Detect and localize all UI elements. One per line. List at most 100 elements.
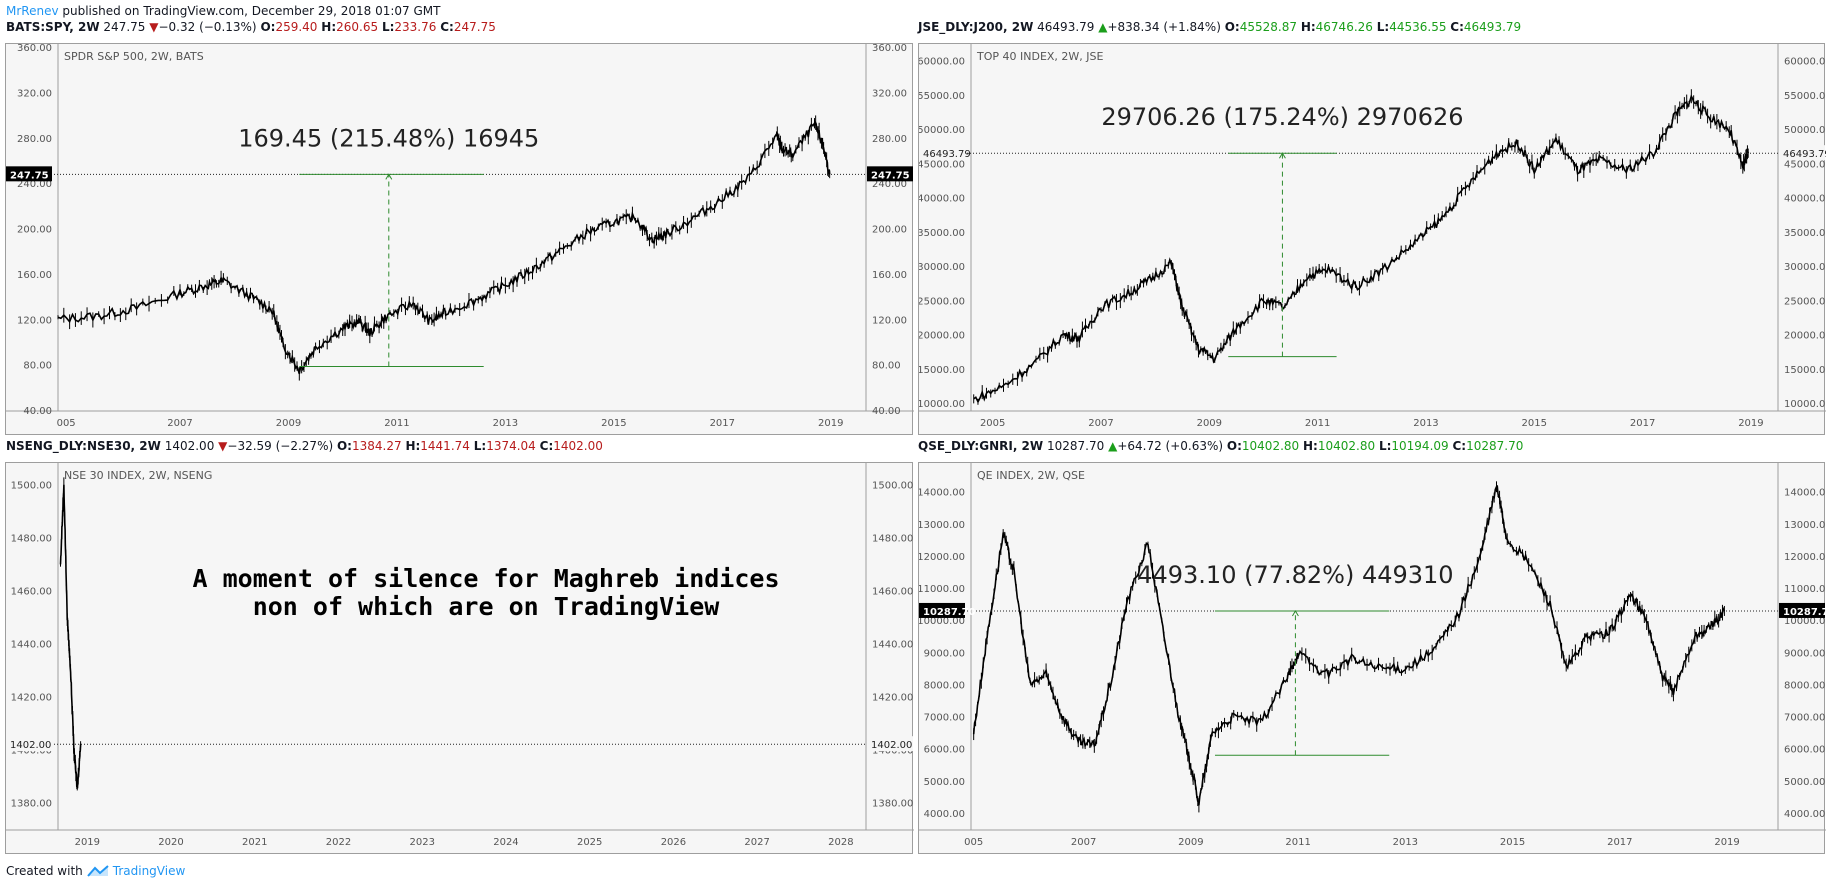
y-tick-label-right: 35000.00 — [1784, 228, 1826, 239]
chart-title: NSE 30 INDEX, 2W, NSENG — [64, 469, 212, 482]
footer: Created with TradingView — [6, 864, 185, 878]
publish-info: published on TradingView.com, December 2… — [58, 4, 441, 18]
x-tick-label: 2027 — [744, 837, 769, 848]
tradingview-brand-link[interactable]: TradingView — [112, 864, 186, 878]
y-tick-label-right: 1460.00 — [872, 587, 913, 598]
y-tick-label-left: 160.00 — [17, 270, 52, 281]
legend-key-h: H: — [1300, 20, 1316, 34]
legend-spy: BATS:SPY, 2W 247.75 ▼−0.32 (−0.13%) O:25… — [6, 20, 496, 34]
legend-o-value: 259.40 — [275, 20, 318, 34]
x-tick-label: 2009 — [1178, 837, 1203, 848]
x-tick-label: 2019 — [1738, 418, 1763, 429]
publish-line: MrRenev published on TradingView.com, De… — [6, 4, 440, 18]
legend-c-value: 10287.70 — [1466, 439, 1524, 453]
triangle-up-icon: ▲ — [1108, 439, 1118, 453]
y-tick-label-right: 120.00 — [872, 315, 907, 326]
y-tick-label-left: 12000.00 — [919, 552, 965, 563]
y-tick-label-right: 1480.00 — [872, 534, 913, 545]
measure-tool[interactable]: 29706.26 (175.24%) 2970626 — [1101, 103, 1464, 358]
y-tick-label-right: 14000.00 — [1784, 488, 1826, 499]
price-label-box — [1779, 145, 1825, 161]
y-tick-label-left: 1440.00 — [11, 640, 52, 651]
note-line-1: A moment of silence for Maghreb indices — [193, 564, 780, 593]
price-label-box — [6, 166, 52, 182]
y-tick-label-right: 7000.00 — [1784, 713, 1825, 724]
price-label: 46493.79 — [1783, 149, 1826, 160]
y-tick-label-left: 45000.00 — [919, 159, 965, 170]
y-tick-label-right: 6000.00 — [1784, 745, 1825, 756]
legend-change: −32.59 (−2.27%) — [227, 439, 334, 453]
legend-last: 1402.00 — [164, 439, 215, 453]
y-tick-label-left: 1420.00 — [11, 693, 52, 704]
y-tick-label-left: 200.00 — [17, 225, 52, 236]
price-line — [972, 485, 1726, 806]
x-tick-label: 2023 — [410, 837, 435, 848]
legend-h-value: 46746.26 — [1315, 20, 1373, 34]
tradingview-logo-icon — [87, 865, 109, 877]
y-tick-label-left: 55000.00 — [919, 91, 965, 102]
legend-change: +838.34 (+1.84%) — [1107, 20, 1221, 34]
y-tick-label-right: 9000.00 — [1784, 648, 1825, 659]
x-tick-label: 2024 — [493, 837, 518, 848]
y-tick-label-right: 10000.00 — [1784, 616, 1826, 627]
y-tick-label-right: 55000.00 — [1784, 91, 1826, 102]
price-label-box — [919, 145, 965, 161]
y-tick-label-right: 20000.00 — [1784, 331, 1826, 342]
chart-svg-nse30[interactable]: 1380.001380.001400.001400.001420.001420.… — [6, 463, 914, 855]
price-line — [973, 94, 1749, 404]
y-tick-label-left: 6000.00 — [924, 745, 965, 756]
chart-svg-gnri[interactable]: 4000.00 4000.00 5000.00 5000.00 6000.00 6000.… — [919, 463, 1826, 855]
measure-tool[interactable]: 4493.10 (77.82%) 449310 — [1137, 561, 1454, 756]
legend-l-value: 10194.09 — [1391, 439, 1449, 453]
created-with-label: Created with — [6, 864, 83, 878]
y-tick-label-right: 15000.00 — [1784, 365, 1826, 376]
legend-last: 10287.70 — [1046, 439, 1105, 453]
y-tick-label-left: 7000.00 — [924, 713, 965, 724]
y-tick-label-left: 120.00 — [17, 315, 52, 326]
y-tick-label-right: 5000.00 — [1784, 777, 1825, 788]
legend-h-value: 1441.74 — [420, 439, 470, 453]
y-tick-label-left: 30000.00 — [919, 262, 965, 273]
y-tick-label-left: 50000.00 — [919, 125, 965, 136]
y-tick-label-right: 40000.00 — [1784, 194, 1826, 205]
x-tick-label: 2013 — [493, 418, 518, 429]
y-tick-label-left: 1500.00 — [11, 481, 52, 492]
chart-svg-j200[interactable]: 10000.00 10000.00 15000.00 15000.00 20000.00… — [919, 44, 1826, 436]
legend-c-value: 46493.79 — [1463, 20, 1522, 34]
measure-arrow-icon — [1291, 609, 1299, 617]
x-tick-label: 2022 — [326, 837, 351, 848]
y-tick-label-left: 11000.00 — [919, 584, 965, 595]
y-tick-label-right: 40.00 — [872, 406, 901, 417]
chart-panel-gnri[interactable]: 4000.00 4000.00 5000.00 5000.00 6000.00 6000.… — [918, 462, 1826, 855]
y-tick-label-left: 40.00 — [23, 406, 52, 417]
y-tick-label-left: 1460.00 — [11, 587, 52, 598]
y-tick-label-left: 320.00 — [17, 88, 52, 99]
x-tick-label: 2017 — [1630, 418, 1655, 429]
chart-svg-spy[interactable]: 40.00 40.00 80.00 80.00 120.00 120.00 160.00 16… — [6, 44, 914, 436]
x-tick-label: 2007 — [167, 418, 192, 429]
y-tick-label-left: 25000.00 — [919, 296, 965, 307]
y-tick-label-left: 280.00 — [17, 134, 52, 145]
y-tick-label-left: 13000.00 — [919, 520, 965, 531]
author-link[interactable]: MrRenev — [6, 4, 59, 18]
y-tick-label-right: 200.00 — [872, 225, 907, 236]
chart-panel-nse30[interactable]: 1380.001380.001400.001400.001420.001420.… — [5, 462, 914, 855]
y-tick-label-right: 50000.00 — [1784, 125, 1826, 136]
y-tick-label-right: 360.00 — [872, 44, 907, 54]
x-tick-label: 2011 — [1285, 837, 1310, 848]
chart-panel-spy[interactable]: 40.00 40.00 80.00 80.00 120.00 120.00 160.00 16… — [5, 43, 914, 436]
y-tick-label-right: 240.00 — [872, 179, 907, 190]
y-tick-label-right: 1500.00 — [872, 481, 913, 492]
chart-panel-j200[interactable]: 10000.00 10000.00 15000.00 15000.00 20000.00… — [918, 43, 1826, 436]
y-tick-label-right: 10000.00 — [1784, 399, 1826, 410]
measure-tool[interactable]: 169.45 (215.48%) 16945 — [238, 124, 539, 368]
x-tick-label: 005 — [964, 837, 983, 848]
price-label: 1402.00 — [10, 740, 51, 751]
legend-l-value: 44536.55 — [1389, 20, 1447, 34]
price-label-box — [1779, 602, 1825, 618]
x-tick-label: 2011 — [384, 418, 409, 429]
x-tick-label: 2015 — [1500, 837, 1525, 848]
y-tick-label-left: 40000.00 — [919, 194, 965, 205]
price-series — [973, 89, 1749, 405]
legend-o-value: 10402.80 — [1241, 439, 1300, 453]
